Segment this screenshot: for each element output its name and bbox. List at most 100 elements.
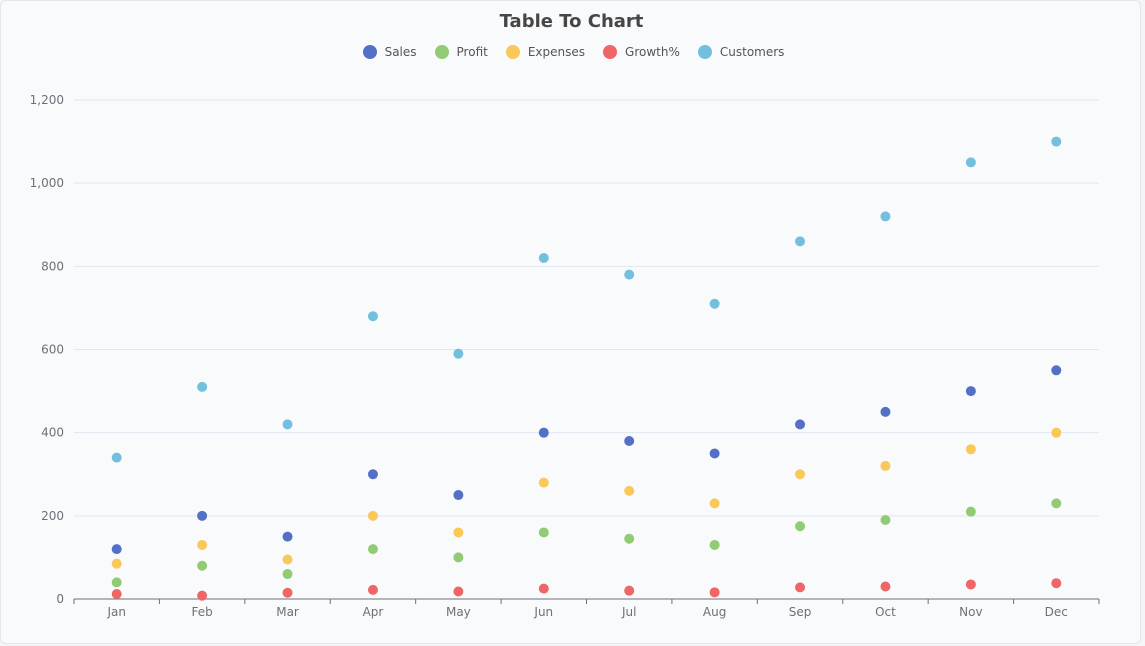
point-expenses[interactable] — [624, 485, 635, 496]
point-expenses[interactable] — [367, 510, 378, 521]
x-tick-label: Aug — [703, 605, 726, 619]
chart-title: Table To Chart — [499, 11, 644, 32]
series-expenses — [111, 427, 1062, 569]
legend-marker — [362, 45, 377, 59]
point-profit[interactable] — [965, 506, 976, 517]
point-expenses[interactable] — [282, 554, 293, 565]
point-profit[interactable] — [624, 533, 635, 544]
y-tick-label: 1,000 — [30, 176, 64, 190]
point-profit[interactable] — [111, 577, 122, 588]
y-tick-label: 800 — [41, 259, 64, 273]
point-sales[interactable] — [880, 406, 891, 417]
point-growth[interactable] — [880, 581, 891, 592]
x-tick-label: Nov — [959, 605, 982, 619]
point-sales[interactable] — [795, 419, 806, 430]
point-sales[interactable] — [367, 469, 378, 480]
legend-label: Expenses — [527, 45, 586, 59]
point-profit[interactable] — [880, 514, 891, 525]
point-growth[interactable] — [367, 584, 378, 595]
point-customers[interactable] — [965, 157, 976, 168]
point-growth[interactable] — [282, 587, 293, 598]
x-tick-label: May — [446, 605, 471, 619]
x-tick-label: Mar — [276, 605, 299, 619]
legend-label: Sales — [384, 45, 417, 59]
series-profit — [111, 498, 1062, 588]
point-sales[interactable] — [538, 427, 549, 438]
point-growth[interactable] — [111, 589, 122, 600]
point-sales[interactable] — [1051, 365, 1062, 376]
series-sales — [111, 365, 1062, 555]
legend-label: Growth% — [625, 45, 680, 59]
point-customers[interactable] — [709, 298, 720, 309]
point-profit[interactable] — [453, 552, 464, 563]
y-tick-label: 600 — [41, 343, 64, 357]
point-expenses[interactable] — [1051, 427, 1062, 438]
point-profit[interactable] — [709, 539, 720, 550]
point-growth[interactable] — [709, 587, 720, 598]
y-tick-label: 200 — [41, 509, 64, 523]
y-tick-label: 0 — [56, 592, 64, 606]
point-expenses[interactable] — [453, 527, 464, 538]
x-tick-label: Feb — [192, 605, 213, 619]
point-profit[interactable] — [197, 560, 208, 571]
point-sales[interactable] — [453, 490, 464, 501]
y-tick-label: 1,200 — [30, 93, 64, 107]
series-customers — [111, 136, 1062, 463]
legend-marker — [697, 45, 712, 59]
chart-legend: Sales Profit Expenses Growth% Customers — [1, 45, 1142, 59]
legend-item-profit[interactable]: Profit — [434, 45, 488, 59]
point-expenses[interactable] — [795, 469, 806, 480]
point-customers[interactable] — [367, 311, 378, 322]
point-sales[interactable] — [965, 386, 976, 397]
point-customers[interactable] — [453, 348, 464, 359]
point-sales[interactable] — [709, 448, 720, 459]
point-customers[interactable] — [795, 236, 806, 247]
point-profit[interactable] — [1051, 498, 1062, 509]
point-expenses[interactable] — [965, 444, 976, 455]
x-tick-label: Jan — [106, 605, 126, 619]
point-expenses[interactable] — [880, 460, 891, 471]
x-tick-label: Oct — [875, 605, 896, 619]
point-customers[interactable] — [624, 269, 635, 280]
point-customers[interactable] — [111, 452, 122, 463]
point-growth[interactable] — [965, 579, 976, 590]
point-growth[interactable] — [1051, 578, 1062, 589]
point-expenses[interactable] — [538, 477, 549, 488]
legend-marker — [505, 45, 520, 59]
legend-item-growth[interactable]: Growth% — [603, 45, 680, 59]
point-customers[interactable] — [197, 381, 208, 392]
legend-item-sales[interactable]: Sales — [362, 45, 417, 59]
legend-item-customers[interactable]: Customers — [697, 45, 785, 59]
point-sales[interactable] — [111, 544, 122, 555]
legend-item-expenses[interactable]: Expenses — [505, 45, 586, 59]
point-growth[interactable] — [795, 582, 806, 593]
point-profit[interactable] — [795, 521, 806, 532]
legend-marker — [603, 45, 618, 59]
point-sales[interactable] — [282, 531, 293, 542]
point-profit[interactable] — [367, 544, 378, 555]
point-customers[interactable] — [282, 419, 293, 430]
point-expenses[interactable] — [111, 558, 122, 569]
point-expenses[interactable] — [709, 498, 720, 509]
point-sales[interactable] — [624, 435, 635, 446]
point-customers[interactable] — [880, 211, 891, 222]
series-growth — [111, 578, 1062, 601]
point-customers[interactable] — [538, 253, 549, 264]
point-customers[interactable] — [1051, 136, 1062, 147]
x-tick-label: Jul — [621, 605, 636, 619]
point-growth[interactable] — [538, 583, 549, 594]
x-tick-label: Apr — [363, 605, 384, 619]
point-expenses[interactable] — [197, 539, 208, 550]
point-sales[interactable] — [197, 510, 208, 521]
legend-label: Profit — [456, 45, 488, 59]
y-tick-label: 400 — [41, 426, 64, 440]
point-growth[interactable] — [453, 586, 464, 597]
x-tick-label: Jun — [533, 605, 553, 619]
legend-label: Customers — [719, 45, 785, 59]
point-profit[interactable] — [282, 569, 293, 580]
point-profit[interactable] — [538, 527, 549, 538]
point-growth[interactable] — [624, 585, 635, 596]
point-growth[interactable] — [197, 590, 208, 601]
